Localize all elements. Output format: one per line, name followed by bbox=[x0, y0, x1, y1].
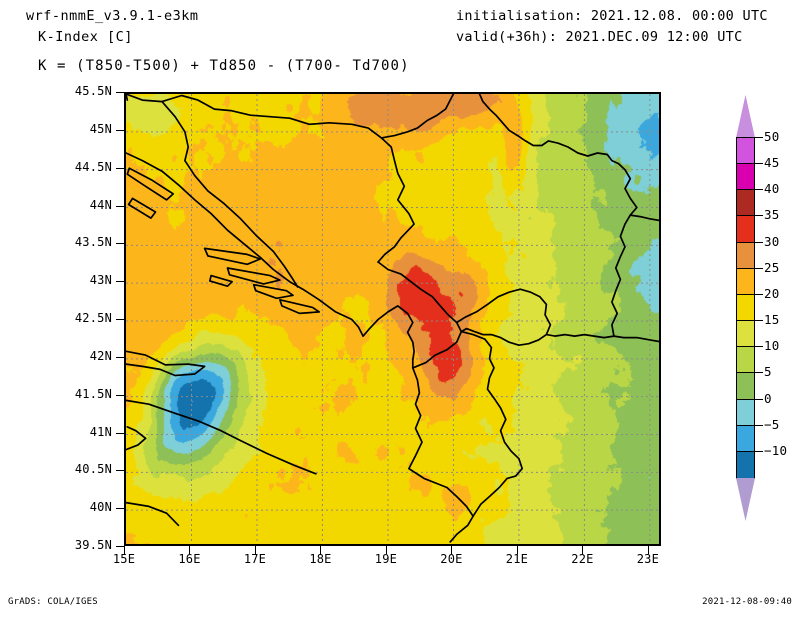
y-axis-tick-label: 42N bbox=[89, 348, 112, 363]
colorbar-tick bbox=[754, 346, 763, 348]
y-axis-tick bbox=[116, 281, 124, 283]
x-axis-tick bbox=[254, 546, 256, 554]
colorbar-tick-label: 35 bbox=[764, 207, 780, 223]
colorbar-tick-label: 45 bbox=[764, 155, 780, 171]
x-axis-tick bbox=[451, 546, 453, 554]
y-axis-tick bbox=[116, 432, 124, 434]
y-axis-tick bbox=[116, 167, 124, 169]
y-axis-tick-label: 39.5N bbox=[74, 538, 112, 552]
y-axis-tick bbox=[116, 129, 124, 131]
x-axis-tick-label: 22E bbox=[571, 552, 594, 566]
y-axis-tick-label: 43.5N bbox=[74, 235, 112, 250]
x-axis-tick-label: 17E bbox=[243, 552, 267, 566]
initialisation-time: initialisation: 2021.12.08. 00:00 UTC bbox=[456, 8, 768, 24]
render-timestamp: 2021-12-08-09:40 bbox=[702, 597, 792, 607]
header-left-block: wrf-nmmE_v3.9.1-e3km K-Index [C] bbox=[26, 6, 199, 48]
colorbar-band bbox=[737, 321, 754, 348]
x-axis-tick-label: 19E bbox=[374, 552, 398, 566]
k-index-raster bbox=[126, 94, 659, 544]
model-name: wrf-nmmE_v3.9.1-e3km bbox=[26, 8, 199, 24]
y-axis-tick bbox=[116, 92, 124, 93]
y-axis-tick-label: 44N bbox=[89, 197, 112, 212]
colorbar-tick-label: 0 bbox=[764, 390, 772, 406]
x-axis-tick-label: 23E bbox=[636, 552, 660, 566]
y-axis-tick-label: 43N bbox=[89, 273, 112, 288]
colorbar-band bbox=[737, 451, 754, 478]
y-axis-tick bbox=[116, 546, 124, 547]
grads-credit: GrADS: COLA/IGES bbox=[8, 597, 98, 607]
colorbar-tick bbox=[754, 424, 763, 426]
x-axis-tick-label: 18E bbox=[309, 552, 332, 566]
colorbar-band bbox=[737, 268, 754, 295]
y-axis-tick-label: 45N bbox=[89, 121, 112, 136]
colorbar-band bbox=[737, 425, 754, 452]
colorbar-tick bbox=[754, 293, 763, 295]
colorbar-tick bbox=[754, 241, 763, 243]
x-axis-tick bbox=[320, 546, 322, 554]
colorbar-tick bbox=[754, 450, 763, 452]
x-axis-tick-label: 20E bbox=[440, 552, 463, 566]
colorbar-tick bbox=[754, 372, 763, 374]
y-axis-tick-label: 40N bbox=[89, 500, 112, 515]
colorbar-tick bbox=[754, 163, 763, 165]
colorbar-tick-label: 25 bbox=[764, 259, 780, 275]
y-axis-tick bbox=[116, 470, 124, 472]
colorbar-under-cap bbox=[736, 478, 755, 521]
colorbar-tick bbox=[754, 137, 763, 138]
x-axis-tick bbox=[582, 546, 584, 554]
colorbar-band bbox=[737, 216, 754, 243]
colorbar-tick-label: 40 bbox=[764, 181, 780, 197]
colorbar-band bbox=[737, 164, 754, 191]
colorbar-band bbox=[737, 242, 754, 269]
k-index-formula: K = (T850-T500) + Td850 - (T700- Td700) bbox=[38, 58, 410, 74]
colorbar-band bbox=[737, 138, 754, 165]
colorbar-tick bbox=[754, 398, 763, 400]
colorbar-band bbox=[737, 373, 754, 400]
y-axis-tick-label: 40.5N bbox=[74, 462, 112, 477]
colorbar-tick-label: 20 bbox=[764, 285, 780, 301]
valid-time: valid(+36h): 2021.DEC.09 12:00 UTC bbox=[456, 29, 743, 45]
header-right-block: initialisation: 2021.12.08. 00:00 UTC va… bbox=[456, 6, 768, 48]
x-axis-tick bbox=[385, 546, 387, 554]
y-axis-tick-label: 45.5N bbox=[74, 84, 112, 98]
y-axis-tick bbox=[116, 394, 124, 396]
x-axis-tick bbox=[516, 546, 518, 554]
colorbar-tick-label: 50 bbox=[764, 129, 780, 144]
colorbar-band bbox=[737, 399, 754, 426]
x-axis-tick bbox=[189, 546, 191, 554]
x-axis-tick-label: 15E bbox=[112, 552, 136, 566]
y-axis-tick bbox=[116, 205, 124, 207]
y-axis-tick-label: 41N bbox=[89, 424, 112, 439]
y-axis-tick bbox=[116, 319, 124, 320]
colorbar-tick bbox=[754, 189, 763, 191]
y-axis-tick-label: 41.5N bbox=[74, 386, 112, 401]
colorbar-tick-label: 5 bbox=[764, 364, 772, 380]
x-axis-tick-label: 21E bbox=[505, 552, 529, 566]
colorbar-band bbox=[737, 347, 754, 374]
colorbar-tick-label: 30 bbox=[764, 233, 780, 249]
colorbar-tick-label: −5 bbox=[764, 416, 780, 432]
colorbar-band bbox=[737, 190, 754, 217]
colorbar-band bbox=[737, 294, 754, 322]
y-axis-tick bbox=[116, 508, 124, 510]
y-axis-tick bbox=[116, 356, 124, 358]
colorbar-tick bbox=[754, 215, 763, 217]
y-axis-tick bbox=[116, 243, 124, 245]
k-index-heatmap-field bbox=[126, 94, 659, 544]
x-axis-tick bbox=[647, 546, 649, 554]
x-axis-tick-label: 16E bbox=[178, 552, 201, 566]
colorbar-tick bbox=[754, 267, 763, 269]
y-axis-tick-label: 44.5N bbox=[74, 159, 112, 174]
colorbar-tick-label: −10 bbox=[764, 442, 788, 458]
colorbar-tick bbox=[754, 320, 763, 322]
variable-name: K-Index [C] bbox=[38, 29, 133, 45]
colorbar bbox=[736, 137, 755, 479]
colorbar-tick-label: 15 bbox=[764, 312, 780, 328]
x-axis-tick bbox=[124, 546, 125, 554]
map-plot-area bbox=[124, 92, 661, 546]
colorbar-tick-label: 10 bbox=[764, 338, 780, 354]
y-axis-tick-label: 42.5N bbox=[74, 311, 112, 325]
colorbar-over-cap bbox=[736, 95, 755, 138]
